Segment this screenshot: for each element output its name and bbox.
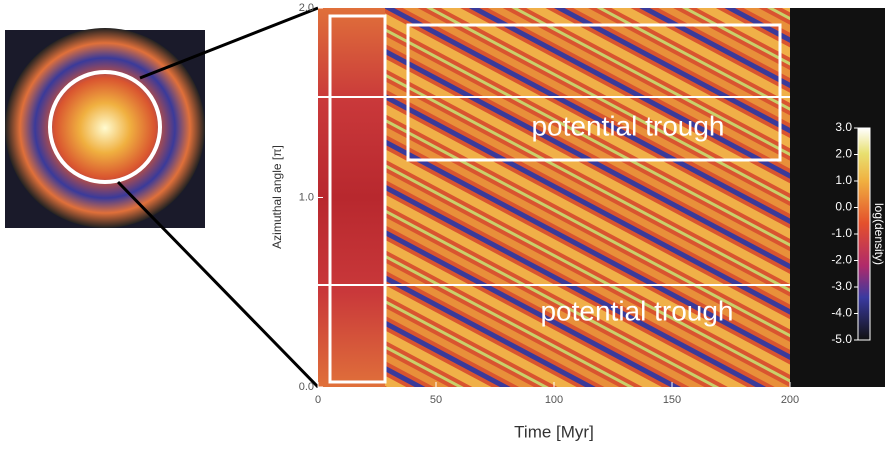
colorbar-tick-label: 2.0 xyxy=(835,147,852,161)
inset-circle xyxy=(48,70,162,184)
x-tick-label: 200 xyxy=(781,394,799,406)
zoom-line xyxy=(139,6,319,80)
box xyxy=(328,14,387,384)
colorbar-label: log(density) xyxy=(872,203,885,265)
colorbar-tick-label: 3.0 xyxy=(835,120,852,134)
colorbar-tick-label: -3.0 xyxy=(831,279,852,293)
colorbar-tick-label: -4.0 xyxy=(831,306,852,320)
box xyxy=(406,23,782,162)
zoom-line xyxy=(116,180,320,389)
x-tick-label: 150 xyxy=(663,394,681,406)
colorbar-tick-label: -2.0 xyxy=(831,253,852,267)
colorbar-tick-label: -5.0 xyxy=(831,332,852,346)
x-tick-label: 0 xyxy=(315,394,321,406)
colorbar-tick-label: -1.0 xyxy=(831,226,852,240)
heatmap-initial xyxy=(318,8,385,387)
colorbar-tick-label: 0.0 xyxy=(835,200,852,214)
annotation: potential trough xyxy=(531,110,724,141)
y-tick-label: 2.0 xyxy=(299,2,314,14)
colorbar-tick-label: 1.0 xyxy=(835,173,852,187)
colorbar xyxy=(857,127,871,341)
x-axis-label: Time [Myr] xyxy=(514,422,594,441)
heatmap xyxy=(318,8,790,387)
y-tick-label: 0.0 xyxy=(299,381,314,393)
y-axis-label: Azimuthal angle [π] xyxy=(270,145,284,249)
colorbar-bg xyxy=(790,8,885,387)
x-tick-label: 50 xyxy=(430,394,442,406)
inset-disk xyxy=(5,28,205,228)
y-tick-label: 1.0 xyxy=(299,191,314,203)
annotation: potential trough xyxy=(540,295,733,326)
x-tick-label: 100 xyxy=(545,394,563,406)
